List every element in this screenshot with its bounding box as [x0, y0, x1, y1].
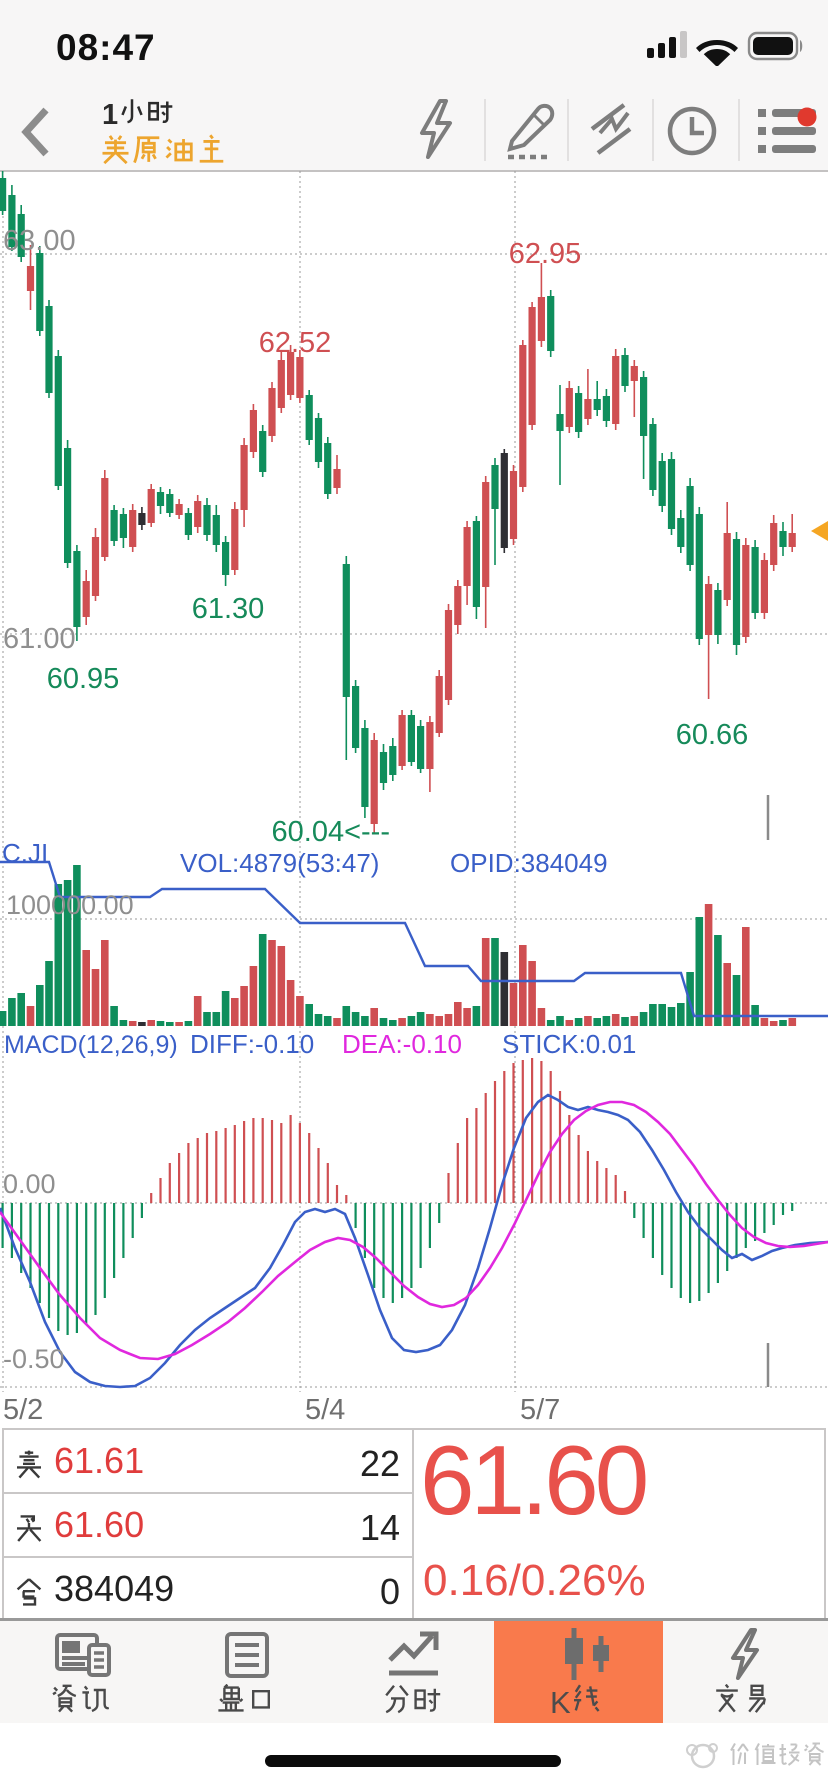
svg-text:60.66: 60.66: [676, 719, 749, 751]
svg-text:62.95: 62.95: [509, 238, 582, 270]
svg-text:5/4: 5/4: [305, 1394, 345, 1425]
svg-text:0.00: 0.00: [3, 1169, 56, 1199]
svg-text:5/2: 5/2: [3, 1394, 43, 1425]
svg-text:MACD(12,26,9): MACD(12,26,9): [4, 1031, 178, 1059]
svg-text:DIFF:-0.10: DIFF:-0.10: [190, 1029, 314, 1059]
svg-text:OPID:384049: OPID:384049: [450, 848, 608, 878]
svg-text:C.JI: C.JI: [2, 838, 48, 868]
svg-text:63.00: 63.00: [3, 225, 76, 257]
svg-text:62.52: 62.52: [259, 327, 332, 359]
svg-text:-0.50: -0.50: [3, 1344, 65, 1374]
svg-text:60.04<---: 60.04<---: [272, 816, 390, 848]
svg-text:5/7: 5/7: [520, 1394, 560, 1425]
svg-text:100000.00: 100000.00: [6, 890, 134, 920]
svg-text:60.95: 60.95: [47, 663, 120, 695]
svg-text:61.30: 61.30: [192, 593, 265, 625]
svg-text:61.00: 61.00: [3, 623, 76, 655]
svg-text:STICK:0.01: STICK:0.01: [502, 1029, 636, 1059]
svg-text:VOL:4879(53:47): VOL:4879(53:47): [180, 848, 379, 878]
svg-text:DEA:-0.10: DEA:-0.10: [342, 1029, 462, 1059]
